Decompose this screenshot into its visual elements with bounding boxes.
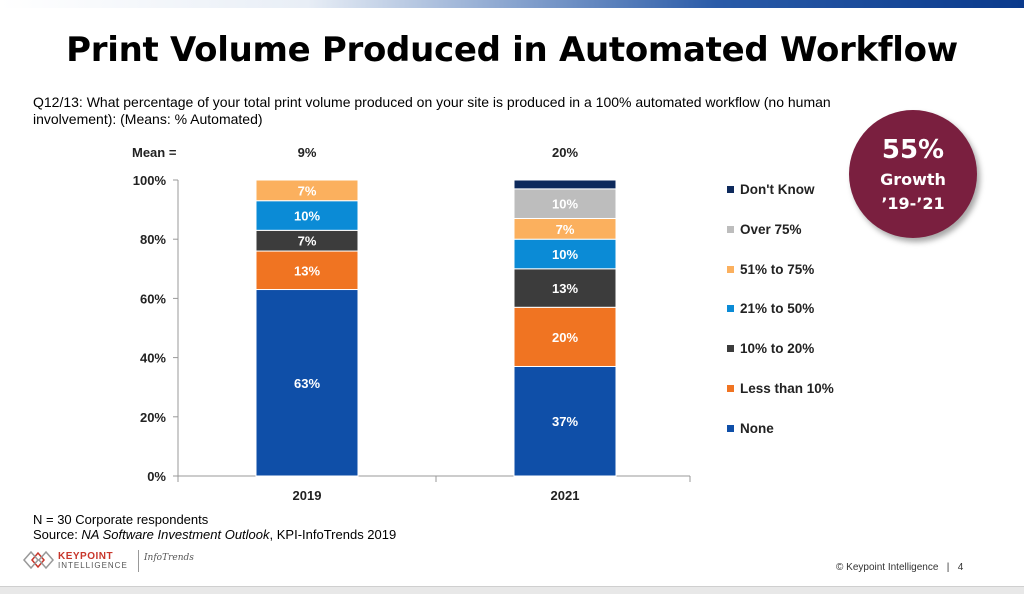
y-tick-label: 100%	[133, 173, 167, 188]
data-label: 63%	[294, 376, 320, 391]
survey-question: Q12/13: What percentage of your total pr…	[33, 94, 831, 127]
legend-swatch	[727, 384, 734, 392]
bar-segment	[513, 268, 617, 308]
legend-item: Over 75%	[727, 222, 802, 240]
logo-infotrends-text: InfoTrends	[144, 553, 194, 563]
data-label: 10%	[552, 247, 578, 262]
data-label: 13%	[552, 281, 578, 296]
data-label: 7%	[556, 222, 575, 237]
legend-item: None	[727, 421, 774, 439]
source-prefix: Source:	[33, 527, 82, 542]
logo-divider	[138, 550, 139, 572]
chart-axes: 0% 20% 40% 60% 80% 100% 2019 2021	[133, 173, 691, 503]
growth-value: 55%	[881, 135, 945, 165]
mean-row-label: Mean =	[132, 145, 177, 160]
data-label: 10%	[294, 209, 320, 224]
growth-badge: 55% Growth ’19-’21	[849, 110, 977, 238]
legend-swatch	[727, 265, 734, 273]
chart-bars	[255, 179, 617, 477]
legend-swatch	[727, 185, 734, 193]
y-tick-label: 60%	[140, 291, 166, 306]
y-tick-label: 0%	[147, 469, 166, 484]
y-tick-label: 80%	[140, 232, 166, 247]
mean-value-label: 20%	[552, 145, 578, 160]
x-category-label: 2019	[293, 488, 322, 503]
bar-segment	[513, 188, 617, 219]
y-tick-label: 20%	[140, 410, 166, 425]
bar-segment	[255, 179, 359, 202]
page-number: 4	[957, 562, 964, 573]
legend-item: Less than 10%	[727, 381, 834, 399]
legend-swatch	[727, 225, 734, 233]
growth-label: Growth	[880, 170, 946, 189]
data-label: 13%	[294, 263, 320, 278]
chart-labels: Mean = 9% 20% 63% 13% 7% 10% 7% 37% 20% 13% 10% 7% 10…	[132, 145, 578, 429]
legend-label: Don't Know	[740, 182, 815, 197]
legend-label: 21% to 50%	[740, 301, 815, 317]
legend-label: 51% to 75%	[740, 261, 815, 277]
data-label: 7%	[298, 234, 317, 249]
data-label: 7%	[298, 183, 317, 198]
legend-label: Over 75%	[740, 221, 802, 237]
respondent-count: N = 30 Corporate respondents	[33, 512, 209, 527]
growth-period: ’19-’21	[881, 194, 945, 213]
copyright-footer: © Keypoint Intelligence | 4	[836, 562, 964, 573]
legend-label: Less than 10%	[740, 381, 834, 396]
legend-label: None	[740, 420, 774, 436]
logo-keypoint-text: KEYPOINT	[58, 551, 114, 562]
legend-label: 10% to 20%	[740, 341, 815, 357]
y-tick-label: 40%	[140, 351, 166, 366]
legend-item: 21% to 50%	[727, 301, 814, 319]
bar-segment	[255, 200, 359, 231]
footnote: N = 30 Corporate respondents Source: NA …	[33, 512, 396, 542]
source-line: Source: NA Software Investment Outlook, …	[33, 527, 396, 542]
logo-intelligence-text: INTELLIGENCE	[58, 561, 128, 570]
bottom-scroll-bar	[0, 586, 1024, 594]
bar-segment	[513, 179, 617, 190]
bar-segment	[255, 250, 359, 291]
keypoint-diamond-icon	[23, 550, 54, 570]
bar-segment	[513, 238, 617, 270]
legend-swatch	[727, 305, 734, 313]
source-suffix: , KPI-InfoTrends 2019	[269, 527, 397, 542]
keypoint-logo: KEYPOINT INTELLIGENCE InfoTrends	[22, 548, 222, 576]
top-accent-bar	[0, 0, 1024, 8]
slide-title: Print Volume Produced in Automated Workf…	[66, 30, 958, 70]
legend-item: 10% to 20%	[727, 341, 814, 359]
legend-item: 51% to 75%	[727, 262, 814, 280]
source-publication: NA Software Investment Outlook	[81, 527, 270, 542]
bar-segment	[513, 306, 617, 367]
legend-swatch	[727, 345, 734, 353]
mean-value-label: 9%	[298, 145, 317, 160]
data-label: 10%	[552, 197, 578, 212]
legend-item: Don't Know	[727, 182, 814, 200]
data-label: 37%	[552, 414, 578, 429]
copyright-text: © Keypoint Intelligence	[836, 562, 939, 573]
bar-segment	[255, 289, 359, 477]
x-category-label: 2021	[551, 488, 580, 503]
legend-swatch	[727, 424, 734, 432]
data-label: 20%	[552, 330, 578, 345]
bar-segment	[513, 365, 617, 477]
